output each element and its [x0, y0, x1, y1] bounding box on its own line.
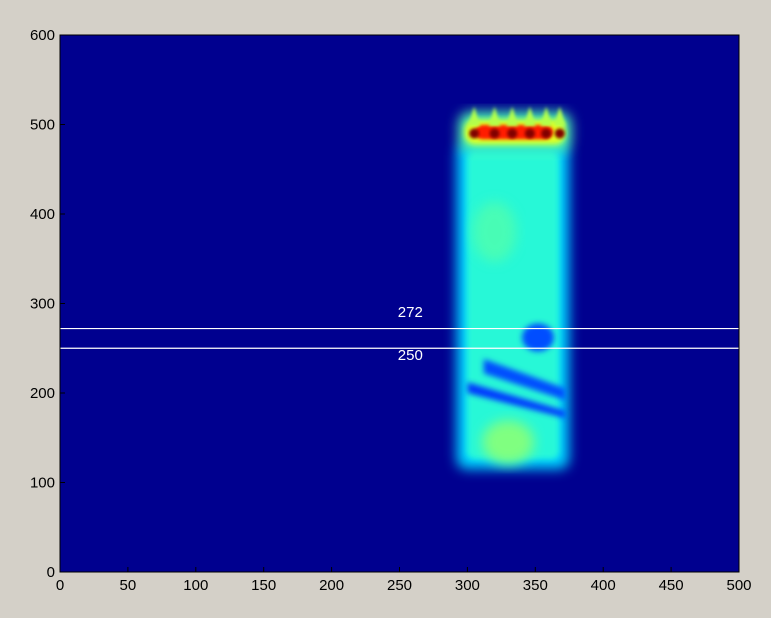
x-tick-label: 250 — [387, 577, 412, 594]
x-tick-label: 500 — [726, 577, 751, 594]
tail-gap-lower — [467, 382, 566, 419]
hot-band-peak-6 — [553, 106, 566, 127]
hot-band-peak-core-5 — [541, 128, 552, 139]
tail-dark-spot — [522, 323, 555, 352]
tail-gap-upper — [483, 358, 566, 401]
hot-band-peak-core-4 — [524, 128, 535, 139]
x-tick-label: 350 — [523, 577, 548, 594]
hot-band-peak-core-3 — [507, 128, 518, 139]
x-tick-label: 450 — [659, 577, 684, 594]
tail-bright-spot — [482, 420, 535, 465]
x-tick-label: 200 — [319, 577, 344, 594]
x-tick-label: 0 — [56, 577, 64, 594]
hot-band-peak-3 — [506, 106, 519, 127]
hot-band-peak-core-2 — [489, 128, 500, 139]
hot-band-peak-core-6 — [554, 128, 565, 139]
y-tick-label: 100 — [30, 475, 55, 492]
y-tick-label: 0 — [47, 564, 55, 581]
hot-band-peak-2 — [488, 106, 501, 127]
x-tick-label: 300 — [455, 577, 480, 594]
annotation-label-1: 272 — [398, 304, 423, 321]
annotation-label-2: 250 — [398, 347, 423, 364]
hot-band-peak-core-1 — [469, 128, 480, 139]
y-tick-label: 300 — [30, 296, 55, 313]
x-tick-label: 50 — [120, 577, 137, 594]
y-tick-label: 600 — [30, 27, 55, 44]
y-tick-label: 200 — [30, 385, 55, 402]
y-tick-label: 400 — [30, 206, 55, 223]
tail-bright-spot-upper — [472, 201, 517, 262]
hot-band-peak-4 — [523, 106, 536, 127]
hot-band-peak-1 — [468, 106, 481, 127]
hot-band-peak-5 — [540, 106, 553, 127]
plot-background — [60, 35, 739, 572]
tail-core — [466, 152, 560, 460]
y-tick-label: 500 — [30, 117, 55, 134]
x-tick-label: 400 — [591, 577, 616, 594]
x-tick-label: 150 — [251, 577, 276, 594]
x-tick-label: 100 — [183, 577, 208, 594]
